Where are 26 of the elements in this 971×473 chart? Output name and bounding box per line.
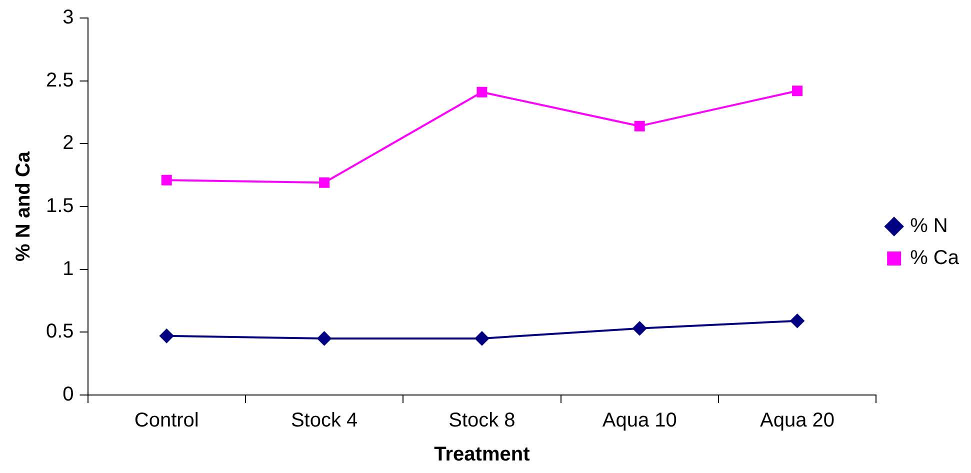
x-tick-label: Aqua 20 [760, 410, 835, 432]
point [319, 177, 330, 188]
y-tick-label: 1.5 [46, 195, 74, 218]
point [160, 328, 174, 343]
x-tick-label: Control [134, 410, 199, 432]
point [792, 86, 803, 96]
x-tick-label: Stock 8 [448, 410, 516, 432]
point [632, 321, 647, 336]
point [476, 86, 488, 98]
point [161, 174, 172, 186]
y-tick-label: 2.5 [46, 69, 74, 92]
y-tick-label: 0 [62, 384, 74, 406]
y-axis-title: % N and Ca [12, 150, 35, 262]
y-tick-label: 0.5 [46, 320, 74, 343]
y-tick-label: 1 [62, 258, 74, 280]
legend-label: % Ca [910, 247, 960, 270]
y-tick-label: 2 [62, 132, 74, 154]
point [790, 314, 804, 328]
point [474, 331, 489, 346]
point [634, 120, 645, 132]
y-tick-label: 3 [62, 6, 74, 29]
x-tick-label: Aqua 10 [602, 410, 677, 432]
legend-label: % N [910, 215, 948, 238]
x-tick-label: Stock 4 [290, 410, 358, 432]
point [317, 331, 332, 346]
x-axis-title: Treatment [434, 444, 530, 466]
